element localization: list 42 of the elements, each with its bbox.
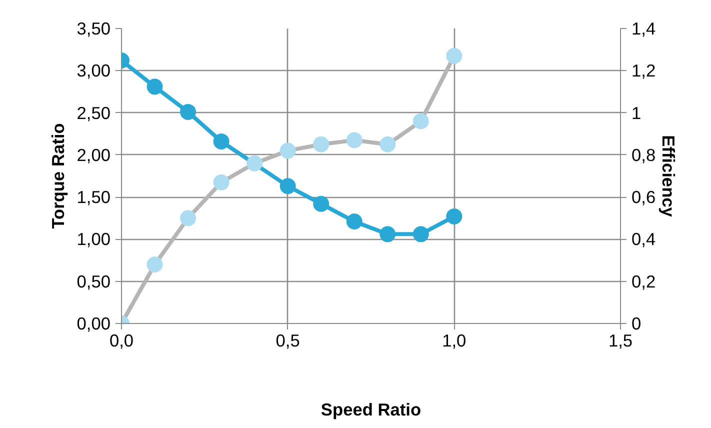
point <box>346 132 362 148</box>
point <box>146 78 163 95</box>
x-tick-label: 1,0 <box>442 330 466 350</box>
x-tick-label: 0,0 <box>109 330 134 350</box>
point <box>280 142 296 159</box>
point <box>380 136 396 152</box>
point <box>446 48 462 64</box>
point <box>280 178 296 194</box>
y-tick-label: 0,00 <box>76 314 111 334</box>
x-tick-label: 1,5 <box>608 330 633 350</box>
point <box>346 214 362 230</box>
point <box>412 113 429 130</box>
x-tick-label: 0,5 <box>276 330 300 350</box>
y2-tick-label: 0,8 <box>632 144 656 165</box>
y-tick-label: 1,00 <box>76 229 111 250</box>
y2-tick-label: 0,4 <box>632 229 656 250</box>
y-tick-label: 2,00 <box>76 144 111 165</box>
point <box>412 226 429 242</box>
point <box>213 133 230 150</box>
y2-tick-label: 1,2 <box>632 60 656 81</box>
point <box>213 174 230 190</box>
x-axis-title: Speed Ratio <box>320 400 422 420</box>
y-tick-label: 3,00 <box>76 60 111 81</box>
point <box>313 196 330 212</box>
y-tick-label: 0,50 <box>76 271 111 292</box>
point <box>146 256 163 272</box>
y2-axis-title: Efficiency <box>658 135 679 218</box>
y2-tick-label: 0,6 <box>632 187 656 208</box>
y-tick-label: 1,50 <box>76 187 111 208</box>
y-axis-title: Torque Ratio <box>48 123 68 229</box>
y-tick-label: 3,50 <box>76 18 111 38</box>
point <box>313 136 330 152</box>
point <box>246 155 263 172</box>
point <box>446 208 462 224</box>
y2-tick-label: 1 <box>632 102 642 123</box>
y-tick-label: 2,50 <box>76 102 111 123</box>
y2-tick-label: 1,4 <box>632 18 656 38</box>
y2-tick-label: 0,2 <box>632 271 656 292</box>
point <box>380 226 396 242</box>
point <box>180 210 196 226</box>
y2-tick-label: 0 <box>632 314 642 334</box>
point <box>180 104 196 120</box>
